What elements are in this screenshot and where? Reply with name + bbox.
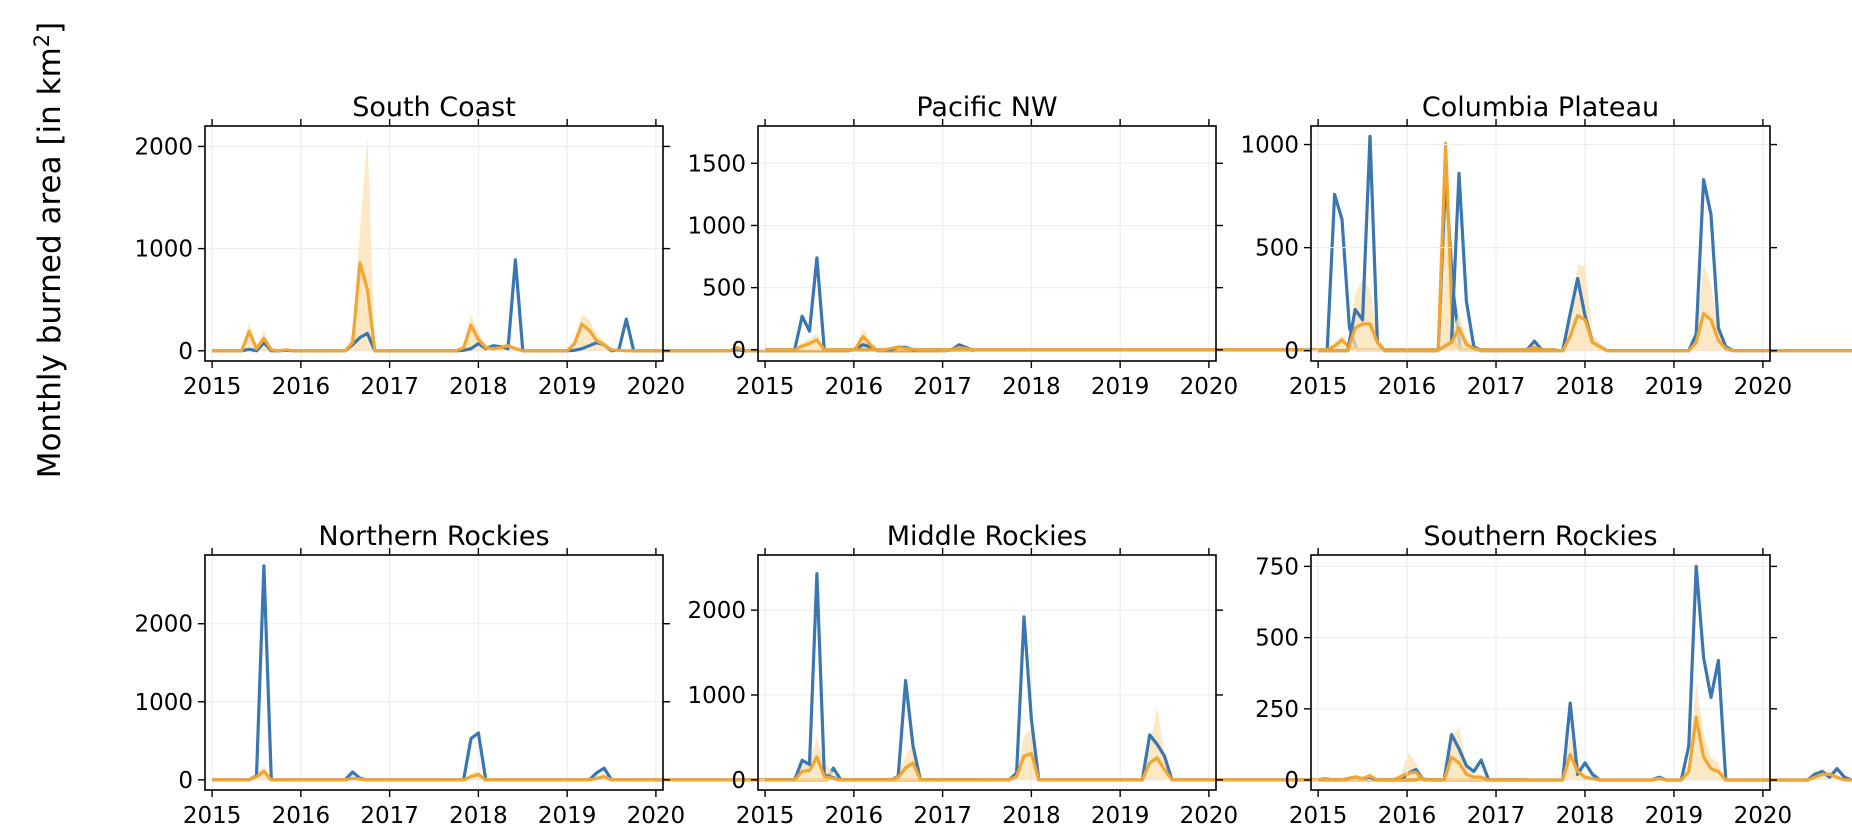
panel-title: Southern Rockies [1423,521,1657,552]
x-tick-label: 2019 [1645,803,1704,829]
x-tick-label: 2018 [1556,374,1615,400]
x-tick-label: 2016 [1378,803,1437,829]
predicted-series-line [765,751,1527,782]
uncertainty-band [1318,264,1852,351]
x-tick-label: 2017 [913,374,972,400]
x-tick-label: 2017 [913,803,972,829]
y-tick-label: 2000 [687,598,746,624]
observed-series-line [1317,564,1852,782]
x-tick-label: 2020 [627,803,686,829]
y-tick-label: 500 [1255,626,1299,652]
axes-frame [204,125,664,362]
y-tick-label: 0 [178,768,193,794]
x-tick-label: 2017 [1467,374,1526,400]
figure-ylabel-sup: 2 [30,34,54,47]
x-tick-label: 2019 [538,374,597,400]
axes-frame [1310,554,1771,791]
panel-6: 2015 2016 2017 2018 2019 2020 0 250 500 750 Southe… [1255,521,1852,829]
y-tick-label: 1000 [687,213,746,239]
x-tick-label: 2018 [1002,374,1061,400]
panel-title: Northern Rockies [318,521,549,552]
x-tick-label: 2020 [1180,374,1239,400]
x-tick-label: 2016 [825,374,884,400]
x-tick-label: 2020 [627,374,686,400]
x-tick-label: 2019 [1645,374,1704,400]
panel-3: 2015 2016 2017 2018 2019 2020 0 500 1000 Columbia… [1240,92,1852,400]
observed-series-line [765,572,1527,782]
y-tick-label: 0 [1284,768,1299,794]
x-tick-label: 2017 [360,374,419,400]
figure-ylabel-main: Monthly burned area [in km [32,47,68,478]
y-tick-label: 0 [731,768,746,794]
axes-frame [204,554,664,791]
x-tick-label: 2017 [1467,803,1526,829]
y-tick-label: 1000 [687,683,746,709]
panel-title: South Coast [352,92,516,123]
x-tick-label: 2019 [1091,803,1150,829]
x-tick-label: 2017 [360,803,419,829]
x-tick-label: 2018 [1556,803,1615,829]
observed-series-line [212,564,982,782]
x-tick-label: 2018 [449,374,508,400]
panel-title: Columbia Plateau [1422,92,1659,123]
panels-group: 2015 2016 2017 2018 2019 2020 0 1000 2000 South C… [134,92,1852,829]
y-tick-label: 1000 [134,237,193,263]
x-tick-label: 2015 [183,374,242,400]
x-tick-label: 2015 [736,374,795,400]
x-tick-label: 2015 [736,803,795,829]
axes-frame [757,125,1217,362]
axes-frame [1310,125,1771,362]
predicted-series-line [1317,715,1852,782]
x-tick-label: 2020 [1734,803,1793,829]
y-tick-label: 0 [178,339,193,365]
x-tick-label: 2020 [1180,803,1239,829]
uncertainty-band [212,136,975,351]
y-tick-label: 2000 [134,612,193,638]
x-tick-label: 2015 [183,803,242,829]
y-tick-label: 500 [1255,236,1299,262]
y-tick-label: 1000 [1240,133,1299,159]
figure-ylabel-end: ] [32,22,68,34]
x-tick-label: 2018 [1002,803,1061,829]
predicted-series-line [765,141,1557,352]
predicted-series-line [1318,312,1852,353]
y-tick-label: 500 [702,276,746,302]
x-tick-label: 2019 [538,803,597,829]
x-tick-label: 2016 [272,374,331,400]
figure-ylabel: Monthly burned area [in km2] [30,22,68,479]
y-tick-label: 1500 [687,151,746,177]
panel-title: Pacific NW [916,92,1057,123]
x-tick-label: 2015 [1289,374,1348,400]
axes-frame [757,554,1217,791]
x-tick-label: 2016 [1378,374,1437,400]
x-tick-label: 2015 [1289,803,1348,829]
y-tick-label: 0 [1284,339,1299,365]
x-tick-label: 2016 [825,803,884,829]
x-tick-label: 2020 [1734,374,1793,400]
y-tick-label: 250 [1255,697,1299,723]
panel-2: 2015 2016 2017 2018 2019 2020 0 500 1000 1500 Paci… [687,92,1557,400]
panel-5: 2015 2016 2017 2018 2019 2020 0 1000 2000 Middle … [687,521,1527,829]
panel-title: Middle Rockies [887,521,1088,552]
panel-1: 2015 2016 2017 2018 2019 2020 0 1000 2000 South C… [134,92,975,400]
y-tick-label: 0 [731,338,746,364]
panel-4: 2015 2016 2017 2018 2019 2020 0 1000 2000 Norther… [134,521,982,829]
x-tick-label: 2016 [272,803,331,829]
y-tick-label: 1000 [134,690,193,716]
x-tick-label: 2019 [1091,374,1150,400]
y-tick-label: 750 [1255,554,1299,580]
y-tick-label: 2000 [134,134,193,160]
x-tick-label: 2018 [449,803,508,829]
